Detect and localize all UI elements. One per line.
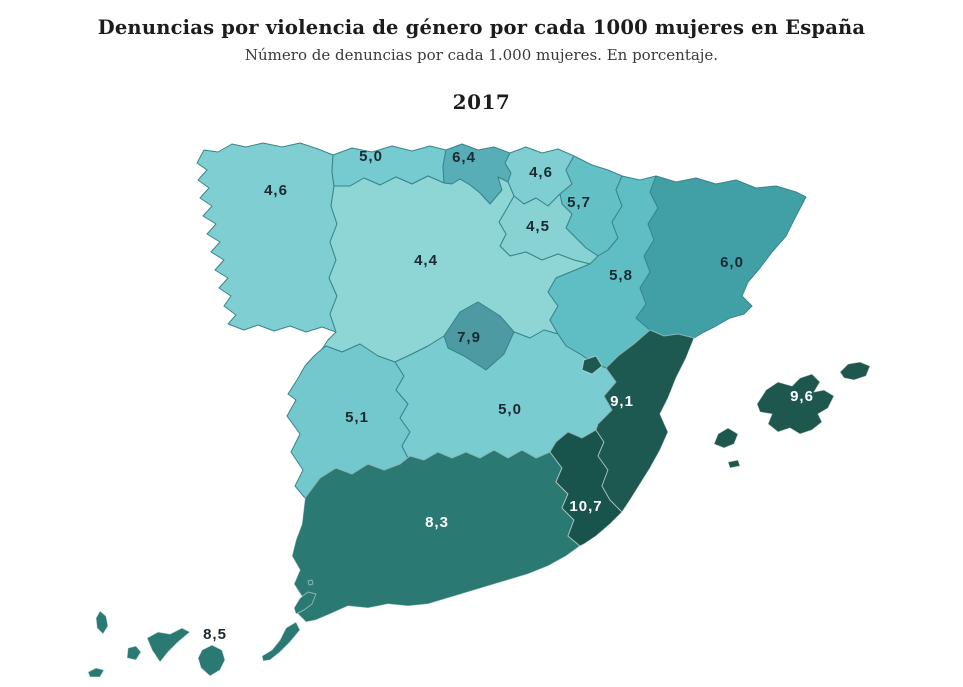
page-subtitle: Número de denuncias por cada 1.000 mujer… (244, 46, 719, 64)
region-canarias[interactable] (87, 579, 317, 678)
region-andalucia[interactable] (291, 449, 581, 623)
region-galicia[interactable] (196, 142, 338, 333)
header: Denuncias por violencia de género por ca… (0, 0, 963, 114)
region-baleares[interactable] (713, 361, 871, 469)
value-label-canarias: 8,5 (203, 626, 227, 643)
region-valencia[interactable] (581, 329, 695, 513)
page-title: Denuncias por violencia de género por ca… (97, 16, 866, 39)
year-label: 2017 (452, 90, 511, 114)
region-cataluna[interactable] (635, 175, 807, 339)
